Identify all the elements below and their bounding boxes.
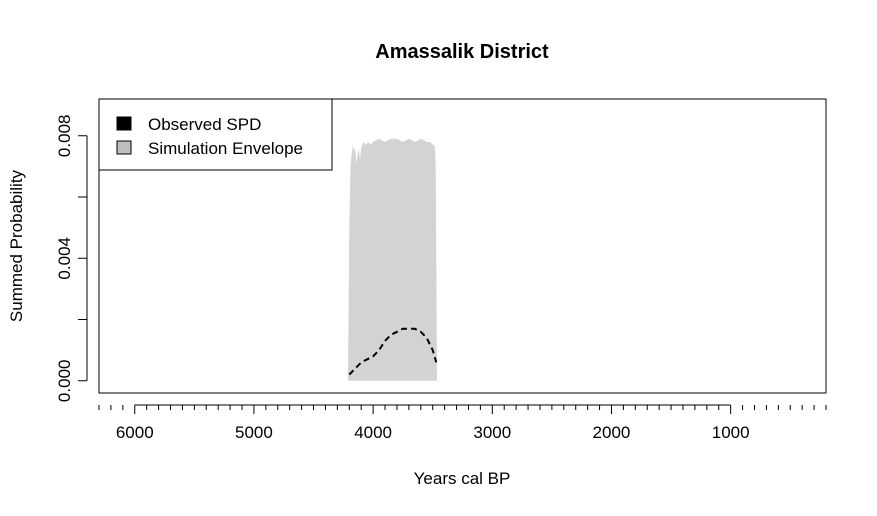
- x-tick-label: 4000: [354, 423, 392, 442]
- legend-label-observed-spd: Observed SPD: [148, 115, 261, 134]
- chart-title: Amassalik District: [375, 41, 549, 63]
- y-tick-label: 0.000: [55, 360, 74, 403]
- x-tick-label: 6000: [116, 423, 154, 442]
- legend: Observed SPD Simulation Envelope: [98, 98, 333, 171]
- y-axis: 0.000 0.004 0.008: [55, 115, 88, 403]
- legend-box: [98, 98, 333, 171]
- x-axis-label: Years cal BP: [414, 469, 511, 488]
- y-tick-label: 0.004: [55, 237, 74, 280]
- observed-spd-layer: [348, 327, 438, 376]
- x-tick-label: 3000: [473, 423, 511, 442]
- simulation-envelope-layer: [348, 138, 437, 381]
- simulation-envelope-area: [348, 138, 437, 381]
- observed-spd-line: [348, 327, 438, 376]
- x-axis: 6000 5000 4000 3000 2000 1000: [98, 404, 827, 442]
- legend-label-simulation-envelope: Simulation Envelope: [148, 139, 303, 158]
- legend-swatch-observed-spd: [116, 116, 132, 131]
- y-axis-label: Summed Probability: [7, 169, 26, 322]
- y-tick-label: 0.008: [55, 115, 74, 158]
- x-tick-label: 5000: [235, 423, 273, 442]
- x-tick-label: 2000: [593, 423, 631, 442]
- legend-swatch-simulation-envelope: [116, 140, 132, 155]
- plot-frame: [98, 98, 827, 394]
- x-tick-label: 1000: [712, 423, 750, 442]
